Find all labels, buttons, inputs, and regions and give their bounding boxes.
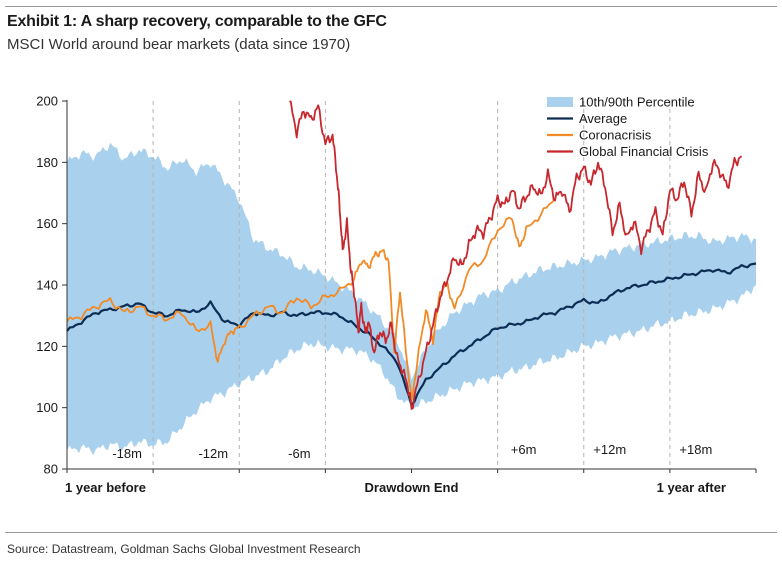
chart-area: -18m -12m -6m +6m +12m +18m 80 100 120 140 160 180… <box>36 94 757 495</box>
top-rule <box>5 6 777 7</box>
y-tick-label-80: 80 <box>44 462 58 477</box>
x-axis-label-1-year-after: 1 year after <box>657 480 726 495</box>
period-guide-layer: -18m -12m -6m +6m +12m +18m <box>112 101 712 469</box>
period-label-12m: -12m <box>198 446 228 461</box>
period-label-6m: -6m <box>288 446 310 461</box>
axis-layer: 80 100 120 140 160 180 200 1 year before Drawdow… <box>36 94 757 495</box>
series-line-coronacrisis <box>66 198 556 401</box>
legend-label-10th-90th-percentile: 10th/90th Percentile <box>579 95 695 110</box>
x-axis-label-1-year-before: 1 year before <box>65 480 146 495</box>
x-axis-label-drawdown-end: Drawdown End <box>365 480 459 495</box>
period-label-18m: -18m <box>112 446 142 461</box>
y-tick-label-140: 140 <box>36 278 58 293</box>
period-label-12m: +12m <box>593 442 626 457</box>
series-layer <box>66 100 757 410</box>
series-line-global-financial-crisis <box>288 100 743 410</box>
y-tick-label-180: 180 <box>36 155 58 170</box>
legend-label-coronacrisis: Coronacrisis <box>579 128 652 143</box>
percentile-band <box>67 142 756 456</box>
legend-label-average: Average <box>579 111 627 126</box>
y-tick-label-200: 200 <box>36 94 58 109</box>
period-label-6m: +6m <box>511 442 537 457</box>
chart-title: Exhibit 1: A sharp recovery, comparable … <box>7 13 387 30</box>
period-label-18m: +18m <box>679 442 712 457</box>
y-tick-label-120: 120 <box>36 339 58 354</box>
bottom-rule <box>5 532 777 533</box>
legend-label-global-financial-crisis: Global Financial Crisis <box>579 144 709 159</box>
legend-swatch-10th-90th-percentile <box>547 97 573 107</box>
source-note: Source: Datastream, Goldman Sachs Global… <box>7 542 361 556</box>
chart-subtitle: MSCI World around bear markets (data sin… <box>7 36 351 53</box>
y-tick-label-100: 100 <box>36 400 58 415</box>
percentile-band-layer <box>67 142 756 456</box>
y-tick-label-160: 160 <box>36 216 58 231</box>
